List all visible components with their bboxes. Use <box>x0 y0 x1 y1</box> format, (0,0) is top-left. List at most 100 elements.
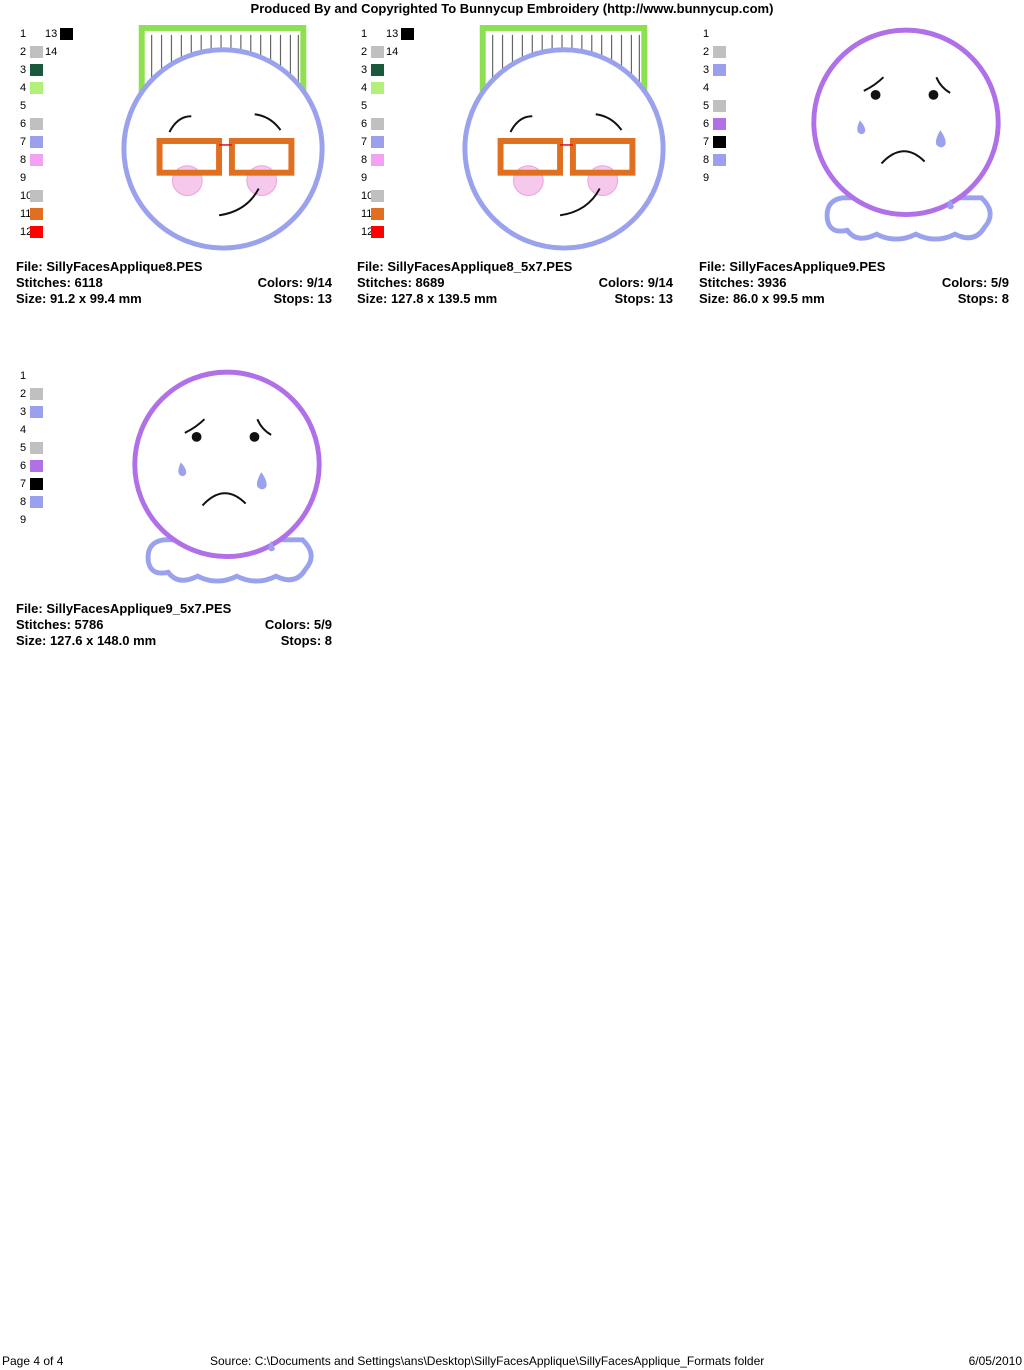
stitch-count: Stitches: 8689 <box>357 275 445 290</box>
thread-number: 13 <box>45 28 58 40</box>
legend-row: 1 <box>16 367 86 385</box>
thread-number: 3 <box>20 406 27 418</box>
thread-number: 1 <box>20 28 27 40</box>
thread-number: 14 <box>45 46 58 58</box>
legend-row: 8 <box>357 151 427 169</box>
legend-row: 11 <box>16 205 86 223</box>
thread-number: 10 <box>20 190 33 202</box>
legend-row: 2 14 <box>16 43 86 61</box>
stitch-count: Stitches: 3936 <box>699 275 787 290</box>
source-path: Source: C:\Documents and Settings\ans\De… <box>210 1354 765 1368</box>
thread-number: 5 <box>20 442 27 454</box>
legend-row: 10 <box>357 187 427 205</box>
legend-row: 1 13 <box>357 25 427 43</box>
thread-color-swatch <box>713 118 726 130</box>
thread-color-swatch <box>371 190 384 202</box>
design-card: 1 2 3 4 5 6 7 8 9 File: SillyFacesApplique9_5x7.… <box>16 367 332 657</box>
thread-number: 2 <box>20 388 27 400</box>
legend-row: 7 <box>16 133 86 151</box>
thread-number: 9 <box>361 172 368 184</box>
thread-color-swatch <box>713 136 726 148</box>
thread-color-swatch <box>30 64 43 76</box>
thread-number: 10 <box>361 190 374 202</box>
legend-row: 9 <box>357 169 427 187</box>
thread-number: 2 <box>703 46 710 58</box>
thread-number: 6 <box>361 118 368 130</box>
thread-color-swatch <box>371 118 384 130</box>
legend-row: 11 <box>357 205 427 223</box>
legend-row: 10 <box>16 187 86 205</box>
thread-color-swatch <box>371 226 384 238</box>
thread-number: 4 <box>361 82 368 94</box>
legend-row: 2 <box>16 385 86 403</box>
legend-row: 7 <box>699 133 769 151</box>
thread-number: 11 <box>20 208 32 220</box>
glasses-face-applique-image <box>457 25 673 253</box>
thread-color-swatch <box>713 100 726 112</box>
thread-color-swatch <box>60 28 73 40</box>
thread-number: 4 <box>20 82 27 94</box>
color-count: Colors: 5/9 <box>941 275 1009 290</box>
thread-color-legend: 1 13 2 14 3 4 5 6 7 8 9 10 11 12 <box>16 25 86 241</box>
thread-color-swatch <box>30 190 43 202</box>
thread-color-swatch <box>371 82 384 94</box>
thread-color-swatch <box>30 478 43 490</box>
legend-row: 9 <box>16 511 86 529</box>
thread-number: 6 <box>703 118 710 130</box>
stitch-count: Stitches: 5786 <box>16 617 104 632</box>
thread-number: 9 <box>20 514 27 526</box>
legend-row: 6 <box>699 115 769 133</box>
thread-number: 7 <box>20 136 27 148</box>
thread-color-swatch <box>30 496 43 508</box>
stop-count: Stops: 8 <box>280 633 332 648</box>
thread-color-swatch <box>30 208 43 220</box>
thread-number: 3 <box>703 64 710 76</box>
thread-number: 5 <box>361 100 368 112</box>
thread-number: 8 <box>703 154 710 166</box>
legend-row: 5 <box>16 439 86 457</box>
legend-row: 12 <box>16 223 86 241</box>
thread-color-swatch <box>371 154 384 166</box>
stop-count: Stops: 13 <box>614 291 673 306</box>
legend-row: 8 <box>16 151 86 169</box>
legend-row: 5 <box>699 97 769 115</box>
thread-number: 11 <box>361 208 373 220</box>
thread-color-swatch <box>371 46 384 58</box>
design-card: 1 13 2 14 3 4 5 6 7 8 9 10 11 12 File: SillyFacesAppl… <box>357 25 673 315</box>
legend-row: 3 <box>357 61 427 79</box>
print-date: 6/05/2010 <box>968 1354 1022 1368</box>
thread-number: 13 <box>386 28 399 40</box>
legend-row: 12 <box>357 223 427 241</box>
thread-number: 6 <box>20 460 27 472</box>
file-name: File: SillyFacesApplique9.PES <box>699 259 886 274</box>
thread-number: 7 <box>20 478 27 490</box>
thread-color-legend: 1 2 3 4 5 6 7 8 9 <box>699 25 769 187</box>
legend-row: 3 <box>16 61 86 79</box>
legend-row: 5 <box>16 97 86 115</box>
legend-row: 6 <box>16 457 86 475</box>
thread-color-swatch <box>713 64 726 76</box>
page-header-title: Produced By and Copyrighted To Bunnycup … <box>250 1 774 16</box>
design-size: Size: 91.2 x 99.4 mm <box>16 291 142 306</box>
thread-number: 6 <box>20 118 27 130</box>
color-count: Colors: 9/14 <box>257 275 332 290</box>
thread-number: 2 <box>20 46 27 58</box>
thread-number: 2 <box>361 46 368 58</box>
thread-color-legend: 1 2 3 4 5 6 7 8 9 <box>16 367 86 529</box>
color-count: Colors: 9/14 <box>598 275 673 290</box>
legend-row: 4 <box>16 79 86 97</box>
thread-color-swatch <box>30 46 43 58</box>
thread-color-swatch <box>401 28 414 40</box>
thread-number: 12 <box>361 226 374 238</box>
thread-color-swatch <box>30 460 43 472</box>
thread-color-swatch <box>371 136 384 148</box>
thread-number: 4 <box>703 82 710 94</box>
legend-row: 4 <box>699 79 769 97</box>
thread-color-swatch <box>713 154 726 166</box>
thread-number: 7 <box>361 136 368 148</box>
thread-number: 8 <box>361 154 368 166</box>
page-number: Page 4 of 4 <box>2 1354 64 1368</box>
color-count: Colors: 5/9 <box>264 617 332 632</box>
thread-color-legend: 1 13 2 14 3 4 5 6 7 8 9 10 11 12 <box>357 25 427 241</box>
